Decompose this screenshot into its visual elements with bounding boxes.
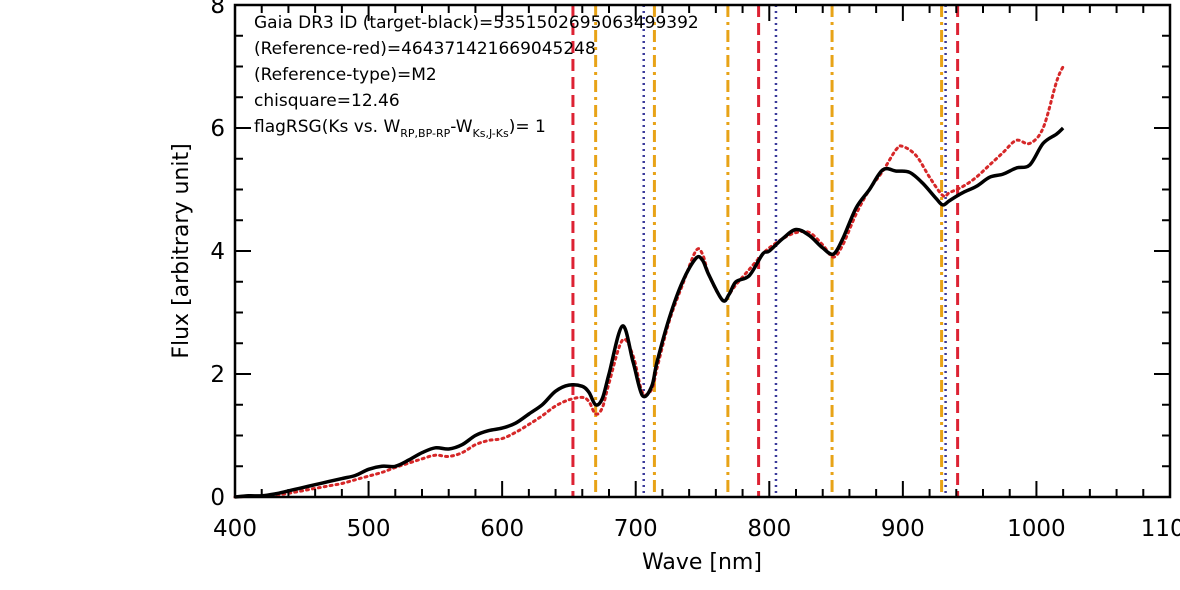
flag-text-pre: flagRSG(Ks vs. W bbox=[254, 117, 400, 137]
y-tick-label-group: 0 2 4 6 8 bbox=[210, 0, 225, 511]
y-axis-label: Flux [arbitrary unit] bbox=[169, 143, 194, 358]
annotation-target-id: Gaia DR3 ID (target-black)=5351502695063… bbox=[254, 13, 699, 33]
flag-sub-1: RP,BP-RP bbox=[400, 127, 450, 140]
x-tick-label: 700 bbox=[614, 516, 658, 542]
annotation-chisquare: chisquare=12.46 bbox=[254, 91, 400, 111]
flag-text-mid: -W bbox=[450, 117, 472, 137]
x-axis-label: Wave [nm] bbox=[642, 550, 762, 575]
x-tick-label: 400 bbox=[213, 516, 257, 542]
x-tick-label: 900 bbox=[881, 516, 925, 542]
x-tick-label: 600 bbox=[480, 516, 524, 542]
vertical-line-group bbox=[571, 5, 960, 497]
flag-text-post: )= 1 bbox=[509, 117, 546, 137]
y-tick-label: 8 bbox=[210, 0, 225, 19]
tick-mark-group bbox=[234, 4, 1171, 498]
y-tick-label: 2 bbox=[210, 362, 225, 388]
target-series-line bbox=[234, 126, 1065, 499]
y-tick-label: 6 bbox=[210, 116, 225, 142]
x-tick-label: 500 bbox=[347, 516, 391, 542]
y-tick-label: 4 bbox=[210, 239, 225, 265]
flag-sub-2: Ks,J-Ks bbox=[473, 127, 509, 140]
annotation-reference-type: (Reference-type)=M2 bbox=[254, 65, 437, 85]
x-tick-label: 800 bbox=[747, 516, 791, 542]
annotation-block: Gaia DR3 ID (target-black)=5351502695063… bbox=[254, 13, 699, 140]
y-tick-label: 0 bbox=[210, 485, 225, 511]
series-group bbox=[233, 65, 1065, 499]
annotation-flag-rsg: flagRSG(Ks vs. WRP,BP-RP-WKs,J-Ks)= 1 bbox=[254, 117, 546, 140]
x-tick-label: 1000 bbox=[1007, 516, 1066, 542]
annotation-reference-id: (Reference-red)=464371421669045248 bbox=[254, 39, 596, 59]
